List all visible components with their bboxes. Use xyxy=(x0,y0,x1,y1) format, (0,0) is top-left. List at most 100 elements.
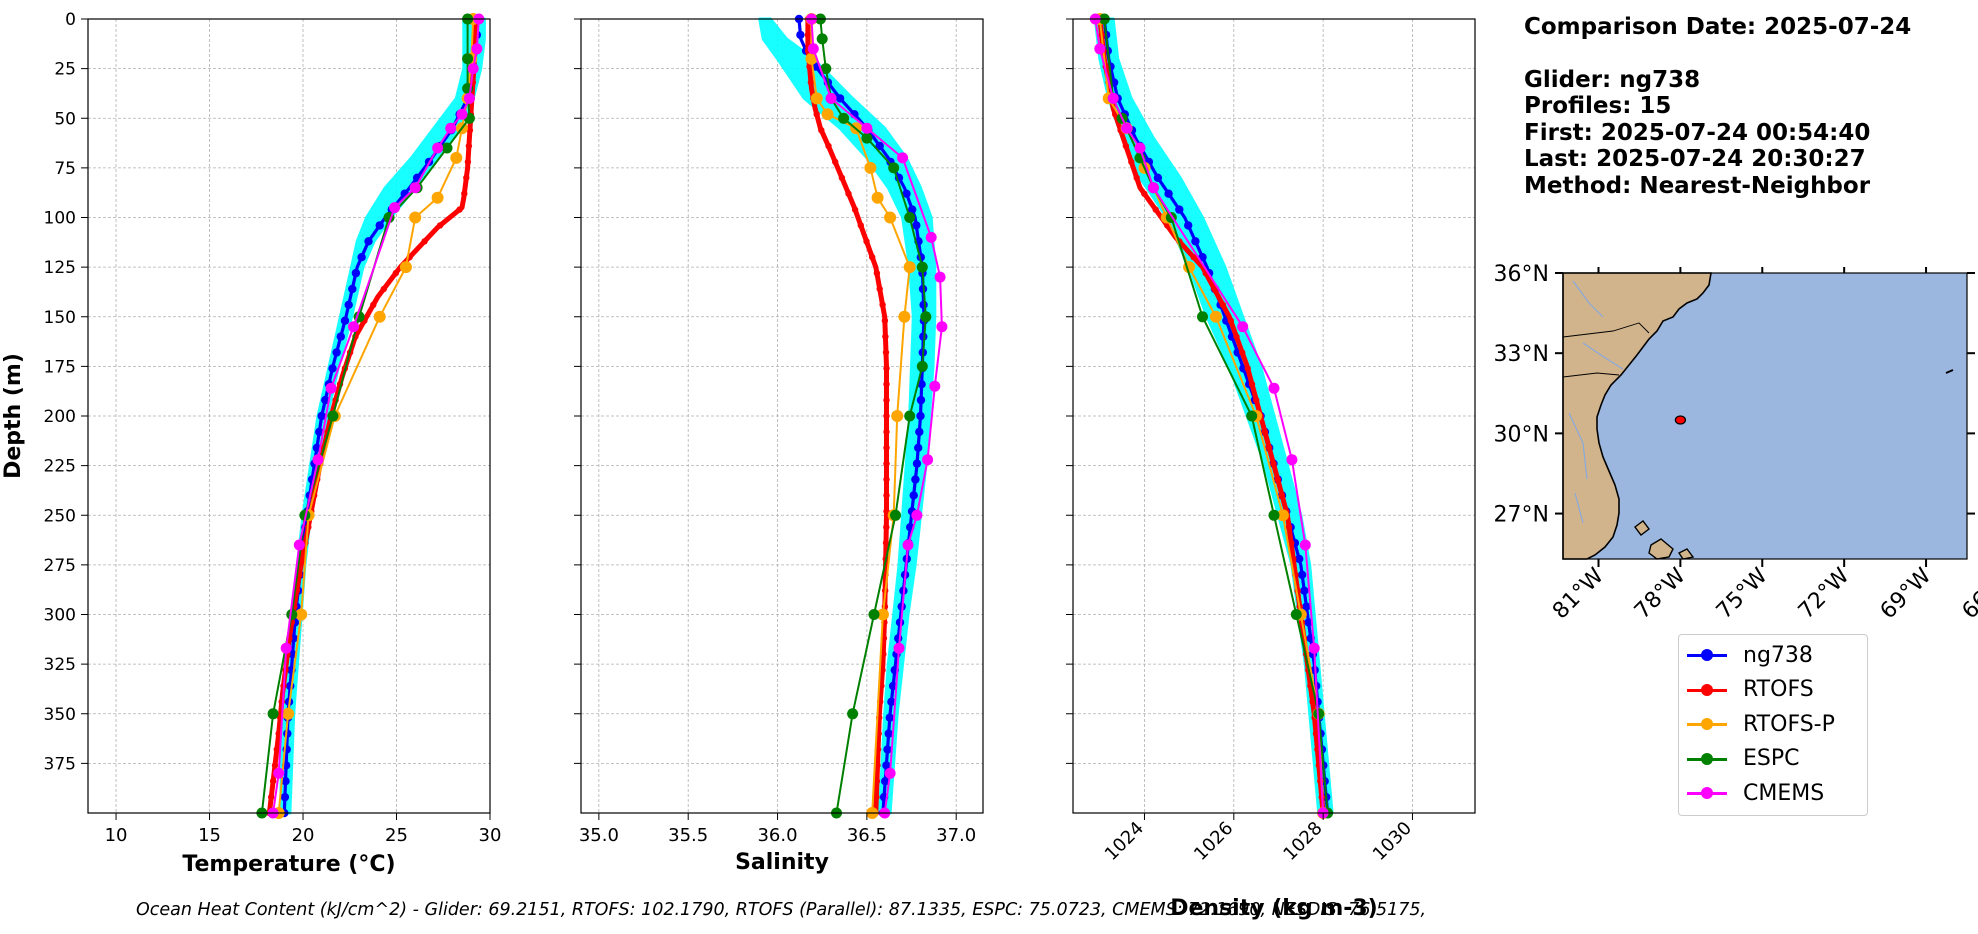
data-point xyxy=(1133,174,1140,181)
data-point xyxy=(873,778,881,785)
data-point xyxy=(1300,586,1309,595)
data-point xyxy=(269,778,277,785)
data-point xyxy=(888,162,900,174)
y-tick-label: 300 xyxy=(44,606,76,626)
data-point xyxy=(838,112,850,124)
first-time: First: 2025-07-24 00:54:40 xyxy=(1524,119,1871,146)
data-point xyxy=(463,174,470,181)
data-point xyxy=(340,316,350,325)
data-point xyxy=(1233,333,1240,340)
data-point xyxy=(861,132,873,144)
data-point xyxy=(863,238,870,245)
salinity-x-ticks: 35.0 35.5 36.0 36.5 37.0 xyxy=(579,813,976,846)
y-tick-label: 125 xyxy=(44,258,76,278)
data-point xyxy=(357,253,366,262)
map-lon-label: 81°W xyxy=(1548,563,1609,624)
data-point xyxy=(1253,396,1260,404)
data-point xyxy=(873,269,881,277)
data-point xyxy=(370,301,377,308)
data-point xyxy=(885,713,894,722)
temperature-series xyxy=(256,13,485,819)
data-point xyxy=(912,221,921,230)
x-tick-label: 1028 xyxy=(1279,818,1326,865)
data-point xyxy=(911,509,923,521)
data-point xyxy=(295,608,308,621)
data-point xyxy=(838,174,846,181)
data-point xyxy=(1270,460,1277,467)
data-point xyxy=(431,191,444,204)
data-point xyxy=(893,642,905,654)
data-point xyxy=(813,111,820,118)
data-point xyxy=(436,222,444,229)
data-point xyxy=(1268,382,1280,394)
data-point xyxy=(904,212,916,223)
y-tick-label: 375 xyxy=(44,754,76,774)
data-point xyxy=(389,202,401,214)
data-point xyxy=(332,348,341,357)
data-point xyxy=(344,300,353,309)
data-point xyxy=(1274,476,1281,483)
y-tick-label: 50 xyxy=(54,109,76,129)
data-point xyxy=(1261,428,1269,436)
y-tick-label: 250 xyxy=(44,506,76,526)
data-point xyxy=(864,161,877,174)
data-point xyxy=(399,261,412,274)
data-point xyxy=(450,151,463,164)
data-point xyxy=(1278,492,1286,499)
data-point xyxy=(884,211,897,224)
data-point xyxy=(317,411,326,421)
y-tick-label: 350 xyxy=(44,705,76,725)
depth-y-label: Depth (m) xyxy=(1,353,26,479)
data-point xyxy=(1153,173,1163,182)
data-point xyxy=(1248,381,1256,388)
map-lat-label: 36°N xyxy=(1494,262,1549,287)
data-point xyxy=(461,190,468,197)
data-point xyxy=(456,206,463,213)
data-point xyxy=(919,300,928,309)
series-cmems xyxy=(267,13,485,819)
data-point xyxy=(847,708,859,720)
legend-label: RTOFS xyxy=(1743,677,1814,703)
data-point xyxy=(920,311,932,323)
data-point xyxy=(890,509,901,521)
data-point xyxy=(328,364,337,373)
data-point xyxy=(441,142,453,154)
legend-swatch xyxy=(1687,645,1727,665)
data-point xyxy=(879,301,886,308)
map-lon-label: 72°W xyxy=(1794,563,1855,624)
data-point xyxy=(925,231,937,243)
data-point xyxy=(914,443,923,452)
y-tick-label: 25 xyxy=(54,60,76,80)
y-tick-label: 0 xyxy=(65,10,76,30)
data-point xyxy=(1152,206,1159,213)
data-point xyxy=(911,475,920,484)
legend-swatch xyxy=(1687,680,1727,700)
bermuda xyxy=(1945,369,1954,374)
data-point xyxy=(364,237,373,246)
data-point xyxy=(267,708,279,720)
x-tick-label: 25 xyxy=(385,825,408,846)
data-point xyxy=(868,609,880,620)
data-point xyxy=(845,190,852,197)
comparison-date: Comparison Date: 2025-07-24 xyxy=(1524,14,1912,40)
legend-item-espc: ESPC xyxy=(1687,742,1859,777)
data-point xyxy=(273,746,280,753)
data-point xyxy=(463,92,475,104)
data-point xyxy=(882,539,890,547)
data-point xyxy=(883,381,890,388)
map-lat-label: 27°N xyxy=(1494,503,1549,528)
data-point xyxy=(894,634,903,643)
data-point xyxy=(373,310,386,323)
legend-label: CMEMS xyxy=(1743,780,1825,806)
density-grid xyxy=(1073,18,1475,813)
data-point xyxy=(282,707,295,720)
data-point xyxy=(917,380,926,389)
legend-label: ng738 xyxy=(1743,642,1813,668)
data-point xyxy=(1147,182,1159,194)
density-x-ticks: 1024 1026 1028 1030 xyxy=(1101,813,1416,865)
series-line xyxy=(272,18,480,814)
salinity-x-label: Salinity xyxy=(735,850,829,875)
data-point xyxy=(1227,317,1234,324)
data-point xyxy=(883,492,890,499)
data-point xyxy=(467,63,479,75)
